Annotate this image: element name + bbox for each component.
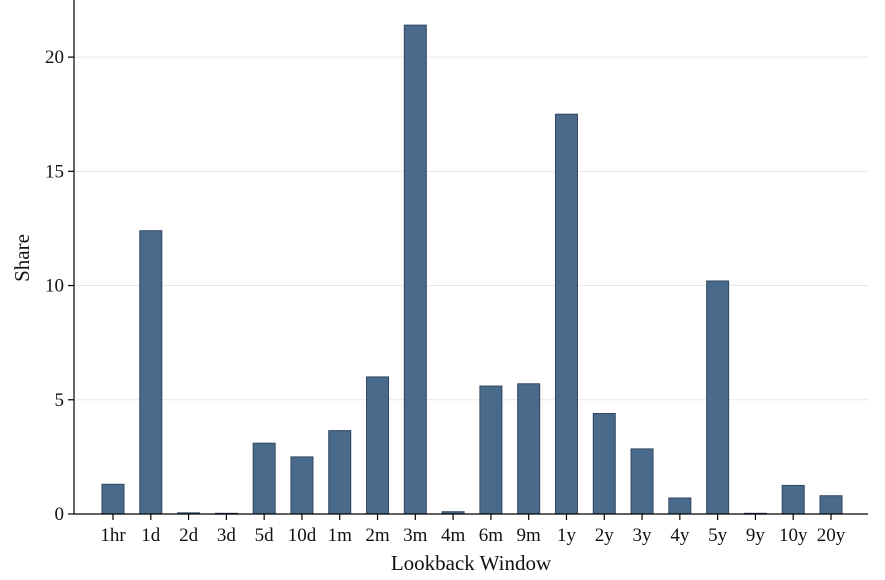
- y-tick-label: 10: [45, 276, 64, 297]
- x-tick-label-5y: 5y: [708, 525, 728, 546]
- bar-6m: [479, 385, 503, 515]
- x-tick-label-1hr: 1hr: [100, 525, 126, 546]
- y-tick-label: 0: [55, 504, 65, 525]
- bar-1y: [554, 113, 578, 515]
- x-tick-label-9m: 9m: [517, 525, 542, 546]
- x-tick-label-20y: 20y: [817, 525, 846, 546]
- axes: [73, 0, 868, 515]
- bar-10y: [781, 484, 805, 515]
- x-tick-label-1d: 1d: [141, 525, 161, 546]
- gridlines: [74, 56, 868, 401]
- x-ticks: 1hr 1d 2d 3d 5d 10d 1m 2m 3m 4m 6m 9m 1y 2y 3y 4y 5y 9y 10…: [100, 514, 846, 546]
- y-tick-label: 20: [45, 47, 64, 68]
- bar-2m: [366, 376, 390, 515]
- bar-5y: [706, 280, 730, 515]
- y-tick-label: 15: [45, 161, 64, 182]
- x-tick-label-10y: 10y: [779, 525, 808, 546]
- x-tick-label-9y: 9y: [746, 525, 766, 546]
- bar-1hr: [101, 483, 125, 515]
- x-tick-label-1m: 1m: [328, 525, 353, 546]
- bar-1m: [328, 430, 352, 515]
- bar-3m: [403, 24, 427, 515]
- y-tick-label: 5: [55, 390, 65, 411]
- x-tick-label-3m: 3m: [403, 525, 428, 546]
- x-axis-title: Lookback Window: [391, 551, 552, 575]
- bar-4y: [668, 497, 692, 515]
- bar-3y: [630, 448, 654, 515]
- x-tick-label-1y: 1y: [557, 525, 577, 546]
- bar-20y: [819, 495, 843, 515]
- x-tick-label-4m: 4m: [441, 525, 466, 546]
- x-tick-label-6m: 6m: [479, 525, 504, 546]
- bar-1d: [139, 230, 163, 515]
- x-tick-label-2m: 2m: [365, 525, 390, 546]
- bar-5d: [252, 442, 276, 515]
- x-tick-label-10d: 10d: [288, 525, 317, 546]
- y-axis-title: Share: [10, 234, 34, 282]
- x-tick-label-5d: 5d: [255, 525, 275, 546]
- x-tick-label-4y: 4y: [670, 525, 690, 546]
- x-tick-label-3y: 3y: [633, 525, 653, 546]
- bar-9m: [517, 383, 541, 515]
- y-ticks: 0 5 10 15 20: [45, 47, 74, 525]
- bar-10d: [290, 456, 314, 515]
- bars: [101, 24, 843, 515]
- x-tick-label-2d: 2d: [179, 525, 199, 546]
- x-tick-label-3d: 3d: [217, 525, 237, 546]
- x-tick-label-2y: 2y: [595, 525, 615, 546]
- bar-2y: [592, 412, 616, 515]
